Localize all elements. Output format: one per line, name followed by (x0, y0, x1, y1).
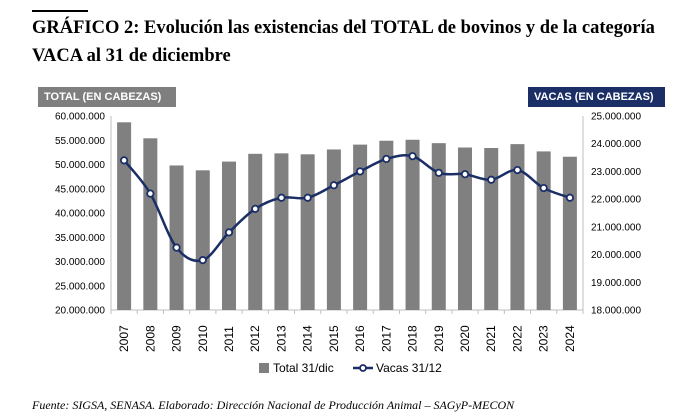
bar-total-2018 (405, 139, 420, 310)
point-vacas-2019 (434, 168, 443, 177)
x-tick-label: 2019 (432, 325, 446, 352)
x-tick-label: 2008 (143, 325, 157, 352)
point-vacas-2012 (251, 204, 260, 213)
bar-total-2023 (536, 151, 551, 310)
bar-total-2009 (169, 165, 184, 310)
point-vacas-2013 (277, 193, 286, 202)
point-vacas-2015 (329, 181, 338, 190)
left-tick-label: 25.000.000 (55, 281, 105, 292)
bar-total-2021 (484, 148, 499, 310)
legend-total-swatch (259, 363, 269, 373)
x-tick-label: 2011 (222, 326, 236, 352)
right-tick-label: 19.000.000 (591, 278, 641, 289)
right-tick-label: 22.000.000 (591, 195, 641, 206)
left-tick-label: 45.000.000 (55, 184, 105, 195)
point-vacas-2023 (539, 183, 548, 193)
right-tick-label: 18.000.000 (591, 306, 641, 317)
bar-total-2007 (117, 122, 132, 311)
x-tick-label: 2017 (379, 325, 393, 352)
bar-total-2013 (274, 153, 289, 310)
chart-title: GRÁFICO 2: Evolución las existencias del… (32, 18, 655, 66)
right-tick-label: 24.000.000 (591, 139, 641, 150)
source-note: Fuente: SIGSA, SENASA. Elaborado: Direcc… (32, 398, 515, 412)
left-tick-label: 55.000.000 (55, 136, 105, 147)
point-vacas-2016 (356, 167, 365, 176)
left-tick-label: 60.000.000 (55, 112, 105, 123)
x-tick-label: 2024 (563, 325, 577, 352)
bar-total-2022 (510, 144, 525, 310)
point-vacas-2008 (146, 189, 155, 198)
left-axis-label: TOTAL (EN CABEZAS) (38, 87, 176, 107)
right-tick-label: 20.000.000 (591, 250, 641, 261)
x-tick-label: 2007 (117, 325, 131, 352)
right-tick-label: 21.000.000 (591, 222, 641, 233)
left-tick-label: 30.000.000 (55, 257, 105, 268)
legend-vacas-marker (359, 364, 367, 372)
x-tick-label: 2010 (196, 325, 210, 352)
x-tick-label: 2015 (327, 325, 341, 352)
bar-total-2020 (458, 147, 472, 310)
point-vacas-2007 (120, 156, 129, 165)
bar-total-2008 (143, 138, 158, 310)
bar-total-2015 (326, 149, 341, 310)
right-tick-label: 23.000.000 (591, 167, 641, 178)
bar-total-2016 (353, 144, 368, 310)
legend-vacas-label: Vacas 31/12 (376, 361, 442, 375)
bar-total-2017 (379, 140, 394, 310)
point-vacas-2021 (487, 175, 496, 184)
x-tick-label: 2023 (537, 325, 551, 352)
x-tick-label: 2012 (248, 325, 262, 352)
left-tick-label: 35.000.000 (55, 233, 105, 244)
x-tick-label: 2013 (274, 325, 288, 352)
bar-total-2010 (195, 170, 210, 310)
point-vacas-2024 (565, 193, 574, 202)
point-vacas-2017 (382, 154, 391, 164)
point-vacas-2009 (172, 243, 181, 252)
x-tick-label: 2018 (406, 325, 420, 352)
bar-total-2012 (248, 153, 263, 310)
point-vacas-2011 (224, 228, 234, 237)
x-tick-label: 2016 (353, 325, 367, 352)
x-tick-label: 2021 (484, 325, 498, 352)
x-tick-label: 2009 (170, 325, 184, 352)
bar-total-2014 (300, 154, 315, 310)
left-tick-label: 50.000.000 (55, 160, 105, 171)
bar-total-2024 (562, 156, 577, 310)
left-tick-label: 40.000.000 (55, 209, 105, 220)
point-vacas-2014 (303, 193, 312, 202)
right-axis-label: VACAS (EN CABEZAS) (528, 87, 665, 107)
left-tick-label: 20.000.000 (55, 306, 105, 317)
right-tick-label: 25.000.000 (591, 112, 641, 123)
x-tick-label: 2014 (301, 325, 315, 352)
title-rule (32, 10, 88, 12)
line-vacas (123, 154, 571, 263)
x-tick-label: 2022 (510, 325, 524, 352)
bar-total-2019 (431, 143, 446, 310)
point-vacas-2022 (513, 165, 522, 175)
legend-total-label: Total 31/dic (273, 361, 334, 375)
point-vacas-2020 (460, 170, 470, 179)
point-vacas-2010 (198, 256, 207, 265)
x-tick-label: 2020 (458, 325, 472, 352)
point-vacas-2018 (408, 152, 417, 161)
